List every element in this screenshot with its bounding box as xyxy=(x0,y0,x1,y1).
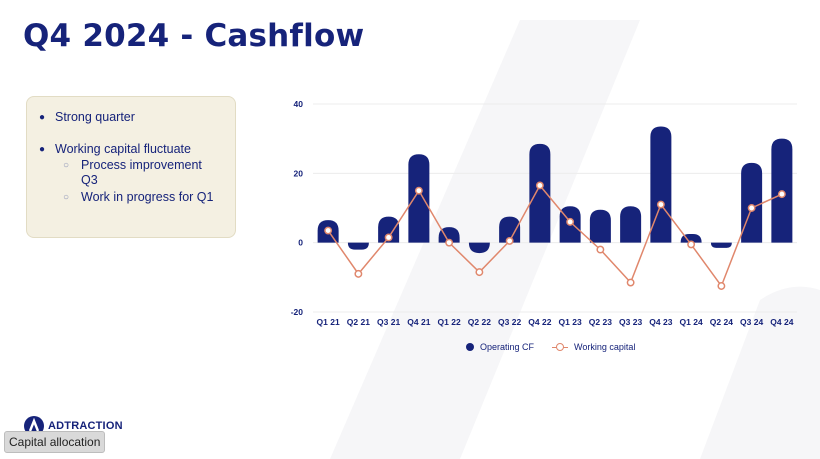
x-tick-label: Q1 21 xyxy=(317,317,340,327)
point-working-capital xyxy=(777,190,786,199)
bar-operating-cf xyxy=(378,216,400,243)
bar-operating-cf xyxy=(741,162,763,243)
point-working-capital xyxy=(535,181,544,190)
chart-legend: Operating CF Working capital xyxy=(466,342,653,352)
point-working-capital xyxy=(596,245,605,254)
x-tick-label: Q2 21 xyxy=(347,317,370,327)
bar-operating-cf xyxy=(650,126,672,243)
legend-label: Operating CF xyxy=(480,342,535,352)
y-tick-label: 40 xyxy=(294,99,304,109)
sub-bullet-line: Process improvement xyxy=(81,158,202,172)
x-tick-label: Q3 21 xyxy=(377,317,400,327)
bar-operating-cf xyxy=(408,154,430,243)
bar-operating-cf xyxy=(680,234,702,243)
bullet-text: Strong quarter xyxy=(55,110,135,124)
bar-operating-cf xyxy=(710,242,732,248)
legend-bar-swatch xyxy=(466,343,474,351)
bar-operating-cf xyxy=(589,209,611,243)
line-working-capital xyxy=(327,184,783,288)
point-working-capital xyxy=(747,204,756,212)
sub-bullet-text: Work in progress for Q1 xyxy=(81,190,214,204)
capital-allocation-tag[interactable]: Capital allocation xyxy=(4,431,106,453)
x-tick-label: Q4 22 xyxy=(528,317,551,327)
point-working-capital xyxy=(354,269,363,278)
x-tick-label: Q3 22 xyxy=(498,317,521,327)
bullet-text: Working capital fluctuate xyxy=(55,142,191,156)
x-tick-label: Q4 23 xyxy=(649,317,672,327)
sub-bullet-circle: ○ xyxy=(63,192,70,203)
sub-bullet-item: ○ Process improvement Q3 xyxy=(63,158,202,188)
bar-operating-cf xyxy=(499,216,521,243)
bar-operating-cf xyxy=(468,242,490,254)
point-working-capital xyxy=(687,240,696,249)
x-tick-label: Q4 21 xyxy=(407,317,430,327)
sub-bullet-circle: ○ xyxy=(63,160,70,171)
point-working-capital xyxy=(324,226,333,235)
x-tick-label: Q1 23 xyxy=(559,317,582,327)
point-working-capital xyxy=(717,282,726,290)
point-working-capital xyxy=(505,236,514,245)
x-tick-label: Q2 22 xyxy=(468,317,491,327)
page-title: Q4 2024 - Cashflow xyxy=(23,18,365,54)
point-working-capital xyxy=(566,217,575,226)
x-tick-label: Q3 23 xyxy=(619,317,642,327)
x-tick-label: Q1 24 xyxy=(680,317,703,327)
point-working-capital xyxy=(656,200,665,209)
bullet-box: ● Strong quarter ● Working capital fluct… xyxy=(26,96,236,238)
y-tick-label: -20 xyxy=(291,307,304,317)
sub-bullet-item: ○ Work in progress for Q1 xyxy=(63,190,213,205)
point-working-capital xyxy=(384,233,393,242)
point-working-capital xyxy=(445,238,454,247)
legend-line-swatch xyxy=(552,343,569,351)
legend-label: Working capital xyxy=(574,342,636,352)
point-working-capital xyxy=(414,186,423,195)
bar-operating-cf xyxy=(347,242,369,250)
sub-bullet-line: Q3 xyxy=(81,173,98,187)
bullet-item: ● Working capital fluctuate xyxy=(39,142,191,157)
bullet-dot: ● xyxy=(39,144,46,155)
bar-operating-cf xyxy=(529,143,551,243)
bullet-item: ● Strong quarter xyxy=(39,110,135,125)
bullet-dot: ● xyxy=(39,112,46,123)
logo-text: ADTRACTION xyxy=(48,420,123,432)
x-tick-label: Q2 23 xyxy=(589,317,612,327)
point-working-capital xyxy=(475,268,484,277)
bar-operating-cf xyxy=(438,227,460,243)
y-tick-label: 20 xyxy=(294,168,304,178)
sub-bullet-text: Process improvement Q3 xyxy=(81,158,202,188)
y-tick-label: 0 xyxy=(298,238,303,248)
point-working-capital xyxy=(626,278,635,287)
legend-item-operating-cf: Operating CF xyxy=(466,342,534,352)
legend-item-working-capital: Working capital xyxy=(552,342,635,352)
bar-operating-cf xyxy=(620,206,642,243)
x-tick-label: Q4 24 xyxy=(770,317,793,327)
x-tick-label: Q3 24 xyxy=(740,317,763,327)
x-tick-label: Q1 22 xyxy=(438,317,461,327)
x-tick-label: Q2 24 xyxy=(710,317,733,327)
cashflow-chart: 40 20 0 -20 Q1 21 Q2 21 Q3 21 Q4 21 Q1 22 Q2 22 Q3… xyxy=(291,99,797,327)
